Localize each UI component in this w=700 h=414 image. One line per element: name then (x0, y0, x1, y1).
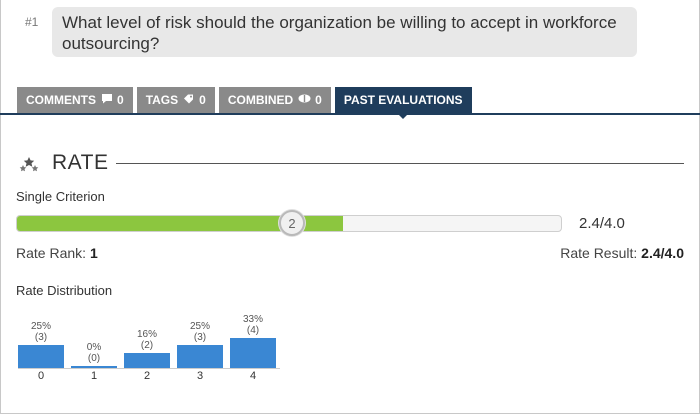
tab-underline (0, 113, 700, 115)
distribution-bar (230, 338, 276, 368)
distribution-column: 0% (0) 1 (71, 342, 117, 382)
distribution-bucket-label: 4 (249, 370, 257, 382)
rate-result-label: Rate Result: (560, 245, 638, 261)
tab-past-evaluations[interactable]: PAST EVALUATIONS (334, 87, 472, 119)
rate-divider (116, 163, 684, 164)
distribution-column: 33% (4) 4 (230, 314, 276, 382)
distribution-column: 25% (3) 0 (18, 321, 64, 382)
combined-icon (298, 93, 311, 107)
tab-combined[interactable]: COMBINED 0 (218, 87, 331, 113)
distribution-bar (124, 353, 170, 368)
tab-bar: COMMENTS 0 TAGS 0 COMBINED 0 PAST EVALUA… (17, 87, 472, 119)
distribution-percent: 16% (136, 329, 157, 341)
distribution-bucket-label: 0 (37, 370, 45, 382)
rate-result: Rate Result: 2.4/4.0 (560, 245, 684, 261)
distribution-count: (3) (193, 332, 207, 344)
distribution-bar (177, 345, 223, 368)
distribution-count: (0) (87, 353, 101, 364)
distribution-percent: 0% (86, 342, 102, 353)
comment-icon (101, 93, 113, 107)
distribution-percent: 33% (242, 314, 263, 325)
tab-tags-label: TAGS (145, 93, 179, 107)
stars-icon (18, 156, 40, 174)
tag-icon (183, 93, 195, 107)
distribution-bucket-label: 1 (90, 370, 98, 382)
distribution-percent: 25% (189, 321, 210, 333)
distribution-column: 16% (2) 2 (124, 329, 170, 382)
tab-combined-label: COMBINED (227, 93, 294, 107)
question-text: What level of risk should the organizati… (52, 7, 637, 57)
rate-score: 2.4/4.0 (579, 215, 625, 232)
question-number: #1 (25, 15, 39, 29)
distribution-bar (18, 345, 64, 368)
distribution-percent: 25% (30, 321, 51, 333)
distribution-column: 25% (3) 3 (177, 321, 223, 382)
distribution-label: Rate Distribution (16, 283, 113, 298)
tab-tags[interactable]: TAGS 0 (136, 87, 215, 113)
distribution-bucket-label: 3 (196, 370, 204, 382)
tab-comments-count: 0 (117, 93, 124, 107)
distribution-count: (3) (34, 332, 48, 344)
distribution-bar (71, 366, 117, 368)
tab-comments[interactable]: COMMENTS 0 (17, 87, 133, 113)
rate-result-value: 2.4/4.0 (641, 245, 684, 261)
rate-distribution-chart: 25% (3) 0 0% (0) 1 16% (2) 2 25% (3) 3 33% (4) 4 (18, 304, 288, 384)
criterion-label: Single Criterion (16, 189, 105, 204)
tab-combined-count: 0 (315, 93, 322, 107)
distribution-axis (18, 368, 280, 369)
rate-rank-label: Rate Rank: (16, 245, 87, 261)
rate-progress-fill (17, 216, 344, 231)
tab-past-evaluations-label: PAST EVALUATIONS (343, 93, 463, 107)
distribution-count: (4) (246, 325, 260, 336)
rate-rank: Rate Rank: 1 (16, 245, 98, 261)
rate-heading: RATE (52, 151, 109, 174)
distribution-count: (2) (140, 340, 154, 352)
tab-comments-label: COMMENTS (26, 93, 96, 107)
rate-slider-knob[interactable]: 2 (279, 210, 305, 236)
tab-tags-count: 0 (199, 93, 206, 107)
rate-rank-value: 1 (89, 245, 98, 261)
distribution-bucket-label: 2 (143, 370, 151, 382)
